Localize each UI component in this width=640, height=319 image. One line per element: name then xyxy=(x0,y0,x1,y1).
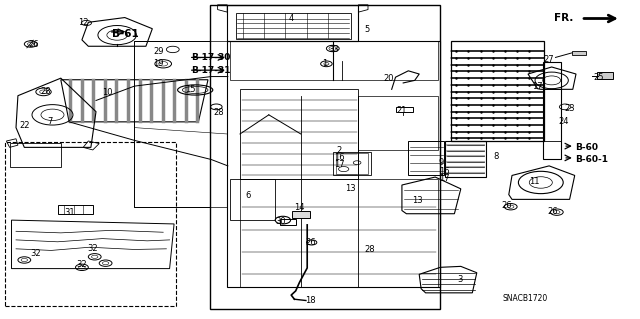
Text: 27: 27 xyxy=(544,55,554,63)
Text: 22: 22 xyxy=(19,121,29,130)
Text: SNACB1720: SNACB1720 xyxy=(502,294,547,303)
Text: 11: 11 xyxy=(529,177,540,186)
Text: 28: 28 xyxy=(214,108,224,117)
Bar xyxy=(543,62,561,159)
Text: 26: 26 xyxy=(305,238,316,247)
Text: 6: 6 xyxy=(246,191,251,200)
Text: 4: 4 xyxy=(289,14,294,23)
Text: 1: 1 xyxy=(323,59,328,68)
Text: 30: 30 xyxy=(275,217,285,226)
Text: 2: 2 xyxy=(337,146,342,155)
Bar xyxy=(333,152,371,175)
Text: 19: 19 xyxy=(154,59,164,68)
Text: 13: 13 xyxy=(346,184,356,193)
Text: 26: 26 xyxy=(548,207,558,216)
Text: B-60: B-60 xyxy=(575,143,598,152)
Text: 31: 31 xyxy=(64,208,74,217)
Text: 24: 24 xyxy=(558,117,568,126)
Text: 13: 13 xyxy=(412,197,422,205)
Text: 32: 32 xyxy=(88,244,98,253)
Bar xyxy=(292,211,310,218)
Text: B-61: B-61 xyxy=(112,29,139,39)
Text: 8: 8 xyxy=(493,152,499,161)
Text: 29: 29 xyxy=(154,47,164,56)
Text: 14: 14 xyxy=(294,204,305,212)
Bar xyxy=(451,41,544,141)
Text: 17: 17 xyxy=(532,82,542,91)
Text: 32: 32 xyxy=(77,260,87,269)
Text: 18: 18 xyxy=(305,296,316,305)
Text: 28: 28 xyxy=(365,245,375,254)
Text: 20: 20 xyxy=(384,74,394,83)
Text: 26: 26 xyxy=(502,201,512,210)
Bar xyxy=(210,5,440,309)
Text: 17: 17 xyxy=(439,174,449,182)
Text: FR.: FR. xyxy=(554,13,573,23)
Text: 15: 15 xyxy=(186,85,196,94)
Bar xyxy=(58,205,93,214)
Text: 5: 5 xyxy=(365,25,370,34)
Text: 25: 25 xyxy=(593,73,604,82)
Text: 9: 9 xyxy=(439,158,444,167)
Text: 28: 28 xyxy=(41,87,51,96)
Text: 16: 16 xyxy=(334,153,344,162)
Text: B-17-30: B-17-30 xyxy=(191,53,230,62)
Text: B-60-1: B-60-1 xyxy=(575,155,608,164)
Bar xyxy=(280,219,296,225)
Text: 23: 23 xyxy=(564,104,575,113)
Text: 16: 16 xyxy=(439,167,449,176)
Bar xyxy=(597,72,613,79)
Bar xyxy=(5,142,176,306)
Text: 7: 7 xyxy=(47,117,52,126)
Text: 26: 26 xyxy=(28,40,38,48)
Text: B-17-31: B-17-31 xyxy=(191,66,230,75)
Text: 17: 17 xyxy=(334,160,344,169)
Text: 32: 32 xyxy=(30,249,40,258)
Text: 21: 21 xyxy=(397,106,407,115)
Bar xyxy=(572,51,586,55)
Text: 33: 33 xyxy=(329,45,339,54)
Text: 12: 12 xyxy=(78,19,88,27)
Bar xyxy=(336,153,368,174)
Text: 3: 3 xyxy=(457,275,462,284)
Text: 10: 10 xyxy=(102,88,113,97)
